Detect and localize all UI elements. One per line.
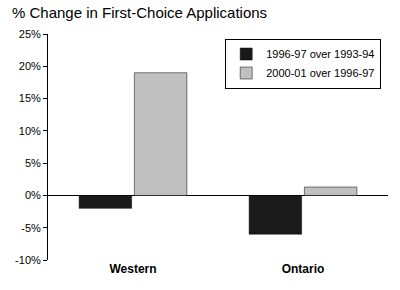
svg-text:-5%: -5% xyxy=(21,222,41,234)
svg-text:2000-01 over 1996-97: 2000-01 over 1996-97 xyxy=(266,67,374,79)
svg-text:5%: 5% xyxy=(25,157,41,169)
svg-text:1996-97 over 1993-94: 1996-97 over 1993-94 xyxy=(266,48,374,60)
svg-text:Ontario: Ontario xyxy=(282,262,325,276)
svg-text:25%: 25% xyxy=(19,28,41,40)
svg-text:Western: Western xyxy=(109,262,156,276)
svg-text:15%: 15% xyxy=(19,92,41,104)
svg-text:% Change in First-Choice Appli: % Change in First-Choice Applications xyxy=(12,4,267,21)
svg-text:10%: 10% xyxy=(19,125,41,137)
svg-text:20%: 20% xyxy=(19,60,41,72)
svg-text:0%: 0% xyxy=(25,189,41,201)
svg-text:-10%: -10% xyxy=(15,254,41,266)
